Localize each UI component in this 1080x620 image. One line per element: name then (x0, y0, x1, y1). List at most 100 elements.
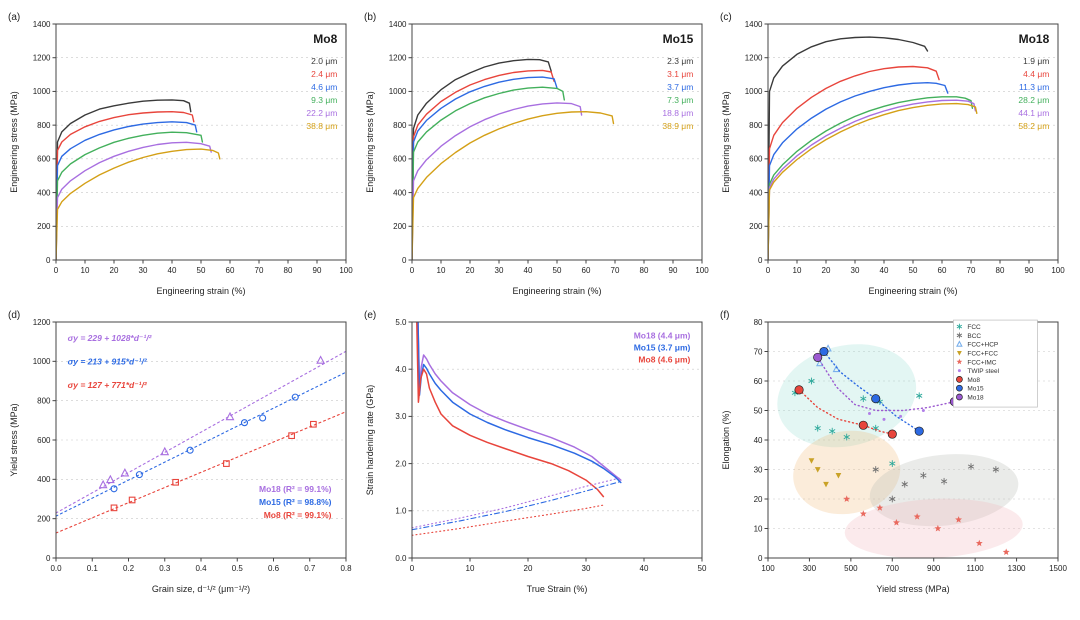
svg-text:(c): (c) (720, 12, 732, 23)
svg-text:50: 50 (553, 266, 562, 275)
svg-text:1000: 1000 (33, 357, 51, 366)
svg-text:200: 200 (393, 222, 407, 231)
svg-text:4.4 μm: 4.4 μm (1023, 69, 1049, 79)
svg-text:FCC+IMC: FCC+IMC (967, 359, 996, 366)
chart-c-canvas: 0 10 20 30 40 50 60 70 80 90 100020040060080010001… (720, 12, 1065, 296)
svg-text:200: 200 (37, 222, 51, 231)
svg-text:0: 0 (758, 554, 763, 563)
chart-a: 0 10 20 30 40 50 60 70 80 90 100 0 200 400 600 800 1000 1… (6, 8, 362, 306)
svg-text:50: 50 (754, 406, 763, 415)
svg-text:900: 900 (927, 564, 941, 573)
svg-text:Elongation (%): Elongation (%) (721, 410, 731, 469)
svg-text:40: 40 (168, 266, 177, 275)
svg-text:30: 30 (582, 564, 591, 573)
svg-text:Mo8: Mo8 (967, 377, 980, 384)
svg-text:22.2 μm: 22.2 μm (306, 108, 337, 118)
svg-text:10: 10 (754, 524, 763, 533)
svg-text:1200: 1200 (33, 54, 51, 63)
svg-text:Strain hardening rate (GPa): Strain hardening rate (GPa) (365, 385, 375, 496)
svg-text:0: 0 (46, 554, 51, 563)
svg-text:100: 100 (695, 266, 709, 275)
svg-text:1.0: 1.0 (395, 507, 407, 516)
svg-text:18.8 μm: 18.8 μm (662, 108, 693, 118)
svg-text:0.2: 0.2 (123, 564, 135, 573)
svg-text:70: 70 (754, 347, 763, 356)
svg-text:60: 60 (938, 266, 947, 275)
svg-text:0.7: 0.7 (304, 564, 316, 573)
svg-text:2.0 μm: 2.0 μm (311, 56, 337, 66)
svg-text:38.9 μm: 38.9 μm (662, 121, 693, 131)
svg-text:40: 40 (524, 266, 533, 275)
svg-text:400: 400 (393, 188, 407, 197)
svg-text:Mo15: Mo15 (663, 32, 694, 46)
svg-text:20: 20 (822, 266, 831, 275)
svg-text:60: 60 (226, 266, 235, 275)
chart-e-canvas: 0 10 20 30 40 50 0.0 1.0 2.0 3.0 4.0 5.0 True Strain… (364, 310, 707, 594)
svg-text:Yield stress (MPa): Yield stress (MPa) (9, 403, 19, 476)
chart-d-canvas: 0.0 0.1 0.2 0.3 0.4 0.5 0.6 0.7 0.8 0 200 400 600 800… (8, 310, 352, 594)
svg-text:1400: 1400 (745, 20, 763, 29)
svg-text:0.0: 0.0 (50, 564, 62, 573)
svg-text:70: 70 (255, 266, 264, 275)
svg-text:80: 80 (754, 318, 763, 327)
svg-text:3.1 μm: 3.1 μm (667, 69, 693, 79)
svg-text:10: 10 (437, 266, 446, 275)
svg-text:800: 800 (749, 121, 763, 130)
svg-text:100: 100 (339, 266, 353, 275)
svg-text:70: 70 (611, 266, 620, 275)
svg-text:30: 30 (139, 266, 148, 275)
svg-text:Engineering strain (%): Engineering strain (%) (156, 286, 245, 296)
svg-text:(f): (f) (720, 310, 729, 321)
svg-text:σy = 127 + 771*d⁻¹/²: σy = 127 + 771*d⁻¹/² (68, 380, 148, 390)
svg-text:44.1 μm: 44.1 μm (1018, 108, 1049, 118)
svg-text:TWIP steel: TWIP steel (967, 368, 999, 375)
svg-text:38.8 μm: 38.8 μm (306, 121, 337, 131)
svg-text:Mo18 (R² = 99.1%): Mo18 (R² = 99.1%) (259, 484, 332, 494)
svg-text:0: 0 (410, 564, 415, 573)
svg-text:Mo15: Mo15 (967, 386, 984, 393)
svg-text:Mo18: Mo18 (967, 394, 984, 401)
chart-e: 0 10 20 30 40 50 0.0 1.0 2.0 3.0 4.0 5.0 True Strain… (362, 306, 718, 604)
svg-text:Grain size, d⁻¹/² (μm⁻¹/²): Grain size, d⁻¹/² (μm⁻¹/²) (152, 584, 250, 594)
svg-text:1000: 1000 (745, 87, 763, 96)
svg-text:50: 50 (698, 564, 707, 573)
svg-text:10: 10 (793, 266, 802, 275)
svg-text:60: 60 (754, 377, 763, 386)
svg-text:0.1: 0.1 (87, 564, 99, 573)
svg-text:0: 0 (54, 266, 59, 275)
svg-text:40: 40 (754, 436, 763, 445)
svg-text:Mo15 (R² = 98.8%): Mo15 (R² = 98.8%) (259, 497, 332, 507)
svg-text:100: 100 (761, 564, 775, 573)
svg-text:1000: 1000 (33, 87, 51, 96)
svg-text:Engineering stress (MPa): Engineering stress (MPa) (9, 91, 19, 193)
svg-text:FCC+HCP: FCC+HCP (967, 342, 998, 349)
svg-text:7.3 μm: 7.3 μm (667, 95, 693, 105)
svg-text:0: 0 (758, 256, 763, 265)
svg-text:Mo18 (4.4 μm): Mo18 (4.4 μm) (634, 331, 691, 341)
svg-text:(e): (e) (364, 310, 376, 321)
svg-text:0.6: 0.6 (268, 564, 280, 573)
svg-text:Mo8: Mo8 (313, 32, 337, 46)
svg-text:0.0: 0.0 (395, 554, 407, 563)
svg-text:40: 40 (880, 266, 889, 275)
svg-text:0: 0 (46, 256, 51, 265)
svg-text:800: 800 (37, 121, 51, 130)
svg-text:0.4: 0.4 (195, 564, 207, 573)
svg-text:90: 90 (313, 266, 322, 275)
svg-text:Engineering strain (%): Engineering strain (%) (868, 286, 957, 296)
svg-text:0: 0 (410, 266, 415, 275)
svg-text:BCC: BCC (967, 333, 981, 340)
svg-text:700: 700 (886, 564, 900, 573)
svg-text:300: 300 (803, 564, 817, 573)
svg-text:20: 20 (754, 495, 763, 504)
svg-text:5.0: 5.0 (395, 318, 407, 327)
svg-text:600: 600 (37, 155, 51, 164)
svg-text:70: 70 (967, 266, 976, 275)
svg-text:30: 30 (754, 465, 763, 474)
svg-text:1400: 1400 (389, 20, 407, 29)
svg-text:60: 60 (582, 266, 591, 275)
svg-text:1000: 1000 (389, 87, 407, 96)
svg-text:FCC+FCC: FCC+FCC (967, 350, 998, 357)
svg-text:80: 80 (284, 266, 293, 275)
svg-text:(b): (b) (364, 12, 376, 23)
